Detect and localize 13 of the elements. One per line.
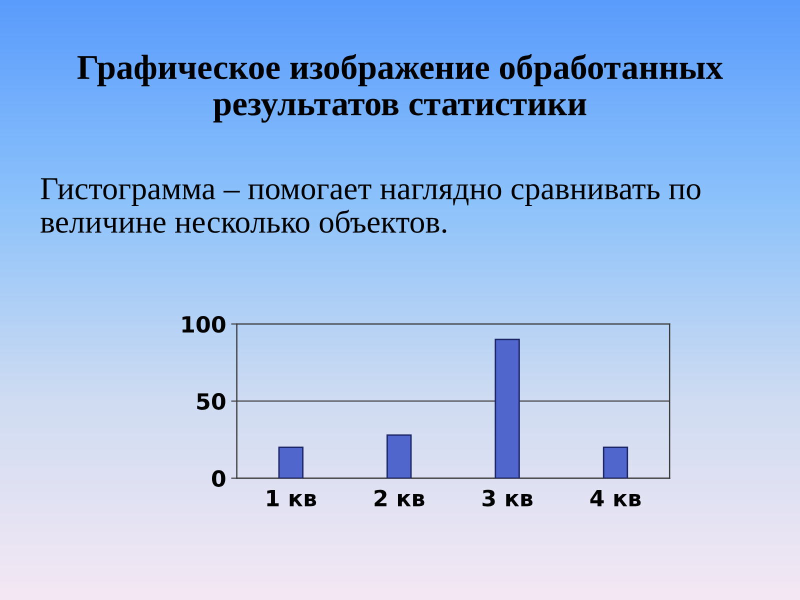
chart-title: Графическое изображение обработанных результатов статистики xyxy=(77,54,723,123)
y-tick-label: 100 xyxy=(182,316,226,333)
x-tick-label: 4 кв xyxy=(590,490,641,506)
x-tick-label: 2 кв xyxy=(374,490,424,506)
y-tick-label: 50 xyxy=(197,393,226,410)
chart-subtitle: Гистограмма – помогает наглядно сравнивать по величине несколько объектов. xyxy=(40,178,700,234)
bar xyxy=(278,446,304,478)
bar xyxy=(602,446,628,478)
bar xyxy=(494,338,520,478)
x-tick-label: 1 кв xyxy=(267,490,316,506)
bar xyxy=(386,434,412,478)
x-tick-label: 3 кв xyxy=(482,490,532,507)
y-tick-label: 0 xyxy=(212,470,226,487)
